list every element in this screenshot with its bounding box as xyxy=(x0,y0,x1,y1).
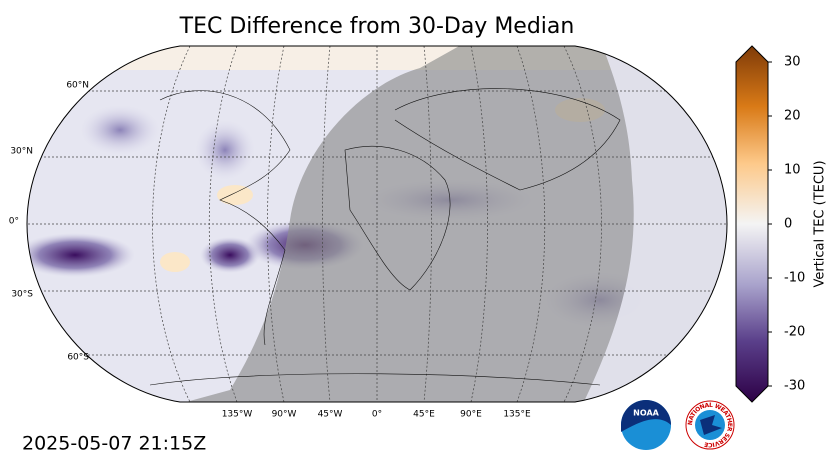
noaa-logo: NOAA xyxy=(621,400,671,450)
colorbar-label: Vertical TEC (TECU) xyxy=(813,160,828,287)
lat-label: 60°S xyxy=(67,353,89,363)
map-outline xyxy=(26,45,728,403)
colorbar-tick-label: -30 xyxy=(784,379,805,394)
lon-label: 45°E xyxy=(413,410,435,420)
lon-label: 135°E xyxy=(503,410,531,420)
lat-label: 60°N xyxy=(66,81,89,91)
noaa-text: NOAA xyxy=(633,409,659,418)
lon-label: 0° xyxy=(372,410,382,420)
lon-label: 45°W xyxy=(318,410,343,420)
colorbar-tick-label: 0 xyxy=(784,217,792,232)
nws-logo: NATIONAL WEATHER SERVICE xyxy=(685,400,735,450)
lat-label: 30°N xyxy=(10,147,33,157)
map-body xyxy=(27,46,727,402)
lat-label: 0° xyxy=(9,217,19,227)
colorbar-tick-label: -20 xyxy=(784,325,805,340)
colorbar-tick-label: 30 xyxy=(784,55,801,70)
lon-label: 135°W xyxy=(222,410,253,420)
colorbar-tick-label: 20 xyxy=(784,109,801,124)
timestamp: 2025-05-07 21:15Z xyxy=(22,433,206,455)
lon-label: 90°W xyxy=(272,410,297,420)
title: TEC Difference from 30-Day Median xyxy=(179,14,575,39)
lat-label: 30°S xyxy=(11,290,33,300)
colorbar xyxy=(735,45,769,403)
colorbar-tick-label: 10 xyxy=(784,163,801,178)
lon-label: 90°E xyxy=(460,410,482,420)
colorbar-tick-label: -10 xyxy=(784,271,805,286)
